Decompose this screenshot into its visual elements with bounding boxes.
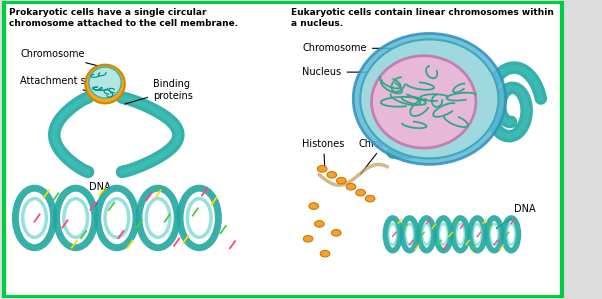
Ellipse shape <box>365 195 375 202</box>
Text: Chromosome: Chromosome <box>20 49 102 67</box>
Ellipse shape <box>360 39 498 158</box>
Text: Eukaryotic cells contain linear chromosomes within
a nucleus.: Eukaryotic cells contain linear chromoso… <box>291 8 554 28</box>
Ellipse shape <box>327 172 337 178</box>
Ellipse shape <box>320 250 330 257</box>
Ellipse shape <box>85 65 125 103</box>
FancyBboxPatch shape <box>4 2 562 297</box>
Ellipse shape <box>303 236 313 242</box>
Text: Prokaryotic cells have a single circular
chromosome attached to the cell membran: Prokaryotic cells have a single circular… <box>9 8 238 28</box>
Text: Chromatin: Chromatin <box>359 138 410 174</box>
Ellipse shape <box>332 230 341 236</box>
Ellipse shape <box>89 67 121 98</box>
Text: Chromosome: Chromosome <box>302 43 415 53</box>
Ellipse shape <box>371 56 476 148</box>
Text: Binding
proteins: Binding proteins <box>125 79 193 104</box>
Text: Attachment site: Attachment site <box>20 76 99 95</box>
Ellipse shape <box>337 178 346 184</box>
Ellipse shape <box>353 33 506 164</box>
Ellipse shape <box>346 183 356 190</box>
Ellipse shape <box>309 203 318 209</box>
Ellipse shape <box>317 166 327 172</box>
Text: Nucleus: Nucleus <box>302 67 393 77</box>
Ellipse shape <box>315 221 324 227</box>
Ellipse shape <box>356 189 365 196</box>
Text: Histones: Histones <box>302 138 345 170</box>
Text: DNA: DNA <box>88 182 110 192</box>
Text: DNA: DNA <box>497 204 536 228</box>
